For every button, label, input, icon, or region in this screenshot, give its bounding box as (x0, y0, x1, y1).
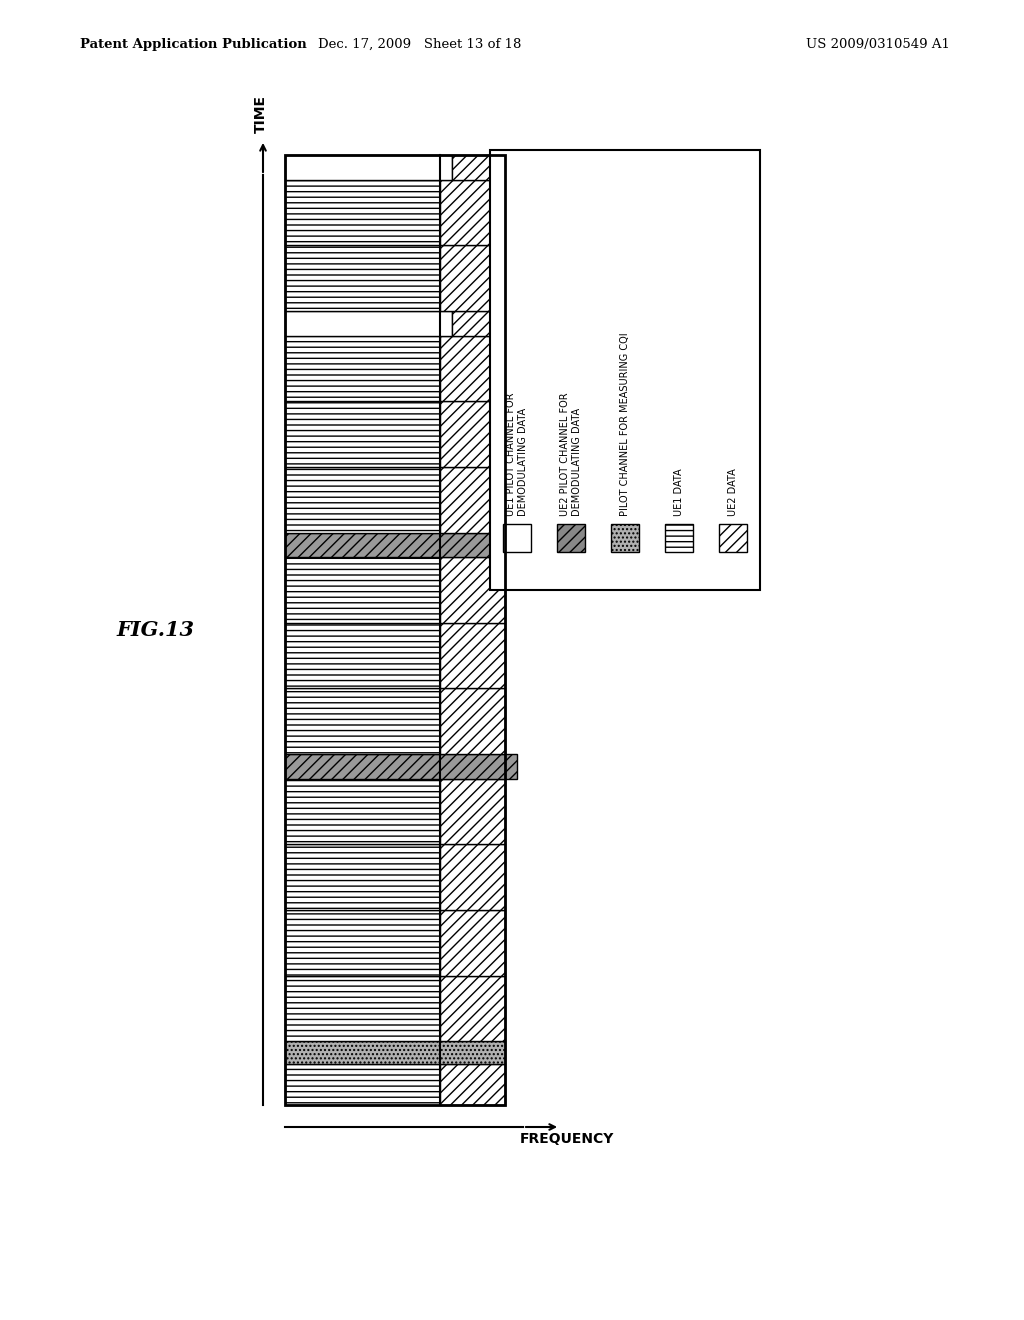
Bar (557, 524, 585, 552)
Bar (285, 1064, 440, 1105)
Bar (285, 689, 440, 754)
Bar (440, 975, 505, 1041)
Bar (440, 467, 505, 532)
Bar (285, 754, 517, 779)
Bar (490, 150, 760, 590)
Bar (285, 909, 440, 975)
Bar (285, 557, 440, 623)
Bar (440, 335, 505, 401)
Bar (440, 689, 505, 754)
Bar (665, 524, 693, 552)
Bar (285, 154, 452, 180)
Bar (285, 1041, 505, 1064)
Bar (285, 779, 440, 845)
Bar (440, 557, 505, 623)
Bar (440, 845, 505, 909)
Bar (440, 779, 505, 845)
Bar (285, 312, 452, 335)
Text: UE2 DATA: UE2 DATA (728, 469, 738, 516)
Bar (440, 180, 505, 246)
Bar (285, 246, 440, 312)
Bar (285, 532, 517, 557)
Bar (285, 623, 440, 689)
Text: TIME: TIME (254, 95, 268, 133)
Text: FREQUENCY: FREQUENCY (520, 1133, 614, 1146)
Bar (285, 845, 440, 909)
Bar (440, 401, 505, 467)
Bar (285, 335, 440, 401)
Bar (452, 154, 517, 180)
Bar (440, 246, 505, 312)
Text: Patent Application Publication: Patent Application Publication (80, 38, 307, 51)
Bar (611, 524, 639, 552)
Bar (285, 975, 440, 1041)
Bar (440, 1064, 505, 1105)
Text: UE1 PILOT CHANNEL FOR
DEMODULATING DATA: UE1 PILOT CHANNEL FOR DEMODULATING DATA (506, 392, 527, 516)
Bar (719, 524, 746, 552)
Text: US 2009/0310549 A1: US 2009/0310549 A1 (806, 38, 950, 51)
Bar (440, 623, 505, 689)
Bar (285, 467, 440, 532)
Text: UE1 DATA: UE1 DATA (674, 469, 684, 516)
Bar (503, 524, 531, 552)
Bar (285, 154, 505, 1105)
Text: UE2 PILOT CHANNEL FOR
DEMODULATING DATA: UE2 PILOT CHANNEL FOR DEMODULATING DATA (560, 392, 582, 516)
Bar (285, 180, 440, 246)
Text: PILOT CHANNEL FOR MEASURING CQI: PILOT CHANNEL FOR MEASURING CQI (620, 333, 630, 516)
Text: FIG.13: FIG.13 (116, 620, 194, 640)
Bar (452, 312, 517, 335)
Bar (440, 909, 505, 975)
Text: Dec. 17, 2009   Sheet 13 of 18: Dec. 17, 2009 Sheet 13 of 18 (318, 38, 521, 51)
Bar (285, 401, 440, 467)
